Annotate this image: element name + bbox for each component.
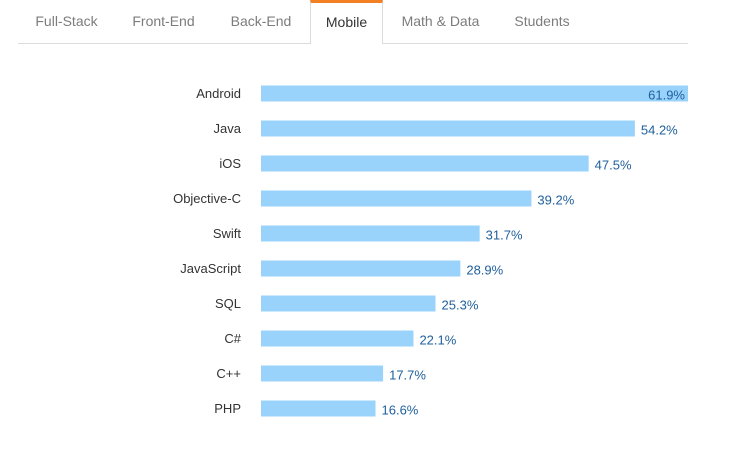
tab-back-end[interactable]: Back-End: [230, 13, 292, 29]
category-label-objective-c: Objective-C: [173, 191, 241, 206]
value-label-swift: 31.7%: [486, 228, 523, 243]
bar-javascript: [261, 260, 461, 277]
category-label-c: C++: [216, 366, 241, 381]
value-label-ios: 47.5%: [595, 158, 632, 173]
category-label-javascript: JavaScript: [180, 261, 241, 276]
bar-php: [261, 400, 376, 417]
value-label-sql: 25.3%: [442, 298, 479, 313]
bar-java: [261, 120, 635, 137]
tab-mobile[interactable]: Mobile: [310, 0, 383, 44]
category-label-java: Java: [214, 121, 242, 136]
value-label-c: 17.7%: [389, 368, 426, 383]
category-label-ios: iOS: [219, 156, 241, 171]
tab-full-stack[interactable]: Full-Stack: [35, 13, 98, 29]
bar-android: [261, 85, 688, 102]
category-label-swift: Swift: [213, 226, 242, 241]
value-label-android: 61.9%: [648, 88, 685, 103]
category-label-c: C#: [224, 331, 241, 346]
bar-sql: [261, 295, 436, 312]
tab-math-data[interactable]: Math & Data: [401, 13, 480, 29]
tab-students[interactable]: Students: [514, 13, 570, 29]
bar-objective-c: [261, 190, 532, 207]
value-label-javascript: 28.9%: [466, 263, 503, 278]
bar-ios: [261, 155, 589, 172]
category-label-php: PHP: [214, 401, 241, 416]
bar-c: [261, 330, 414, 347]
bar-c: [261, 365, 384, 382]
value-label-java: 54.2%: [641, 123, 678, 138]
tab-bar: Full-Stack Front-End Back-End Mobile Mat…: [18, 0, 688, 44]
bar-swift: [261, 225, 480, 242]
tab-front-end[interactable]: Front-End: [132, 13, 195, 29]
category-label-android: Android: [196, 86, 241, 101]
value-label-php: 16.6%: [382, 403, 419, 418]
category-label-sql: SQL: [215, 296, 241, 311]
value-label-c: 22.1%: [419, 333, 456, 348]
value-label-objective-c: 39.2%: [537, 193, 574, 208]
